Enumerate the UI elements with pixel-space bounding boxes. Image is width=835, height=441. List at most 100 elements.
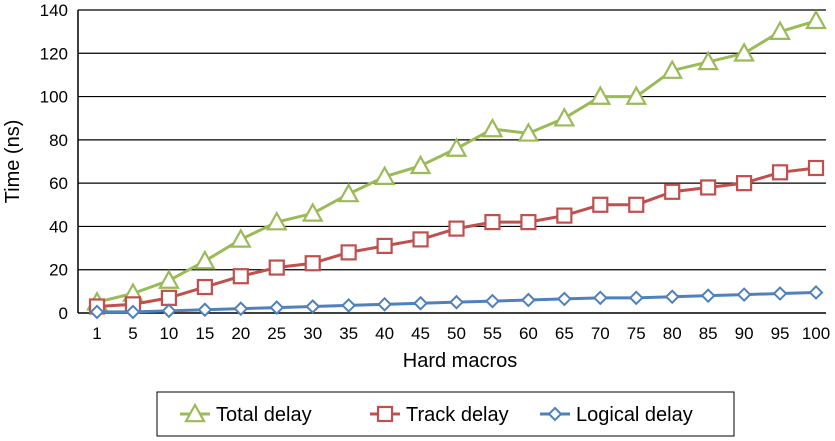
data-point-logical-delay <box>161 303 177 319</box>
x-tick-label: 65 <box>555 324 574 343</box>
data-point-logical-delay <box>808 285 824 300</box>
legend-box <box>156 391 735 437</box>
y-tick-label: 60 <box>49 174 68 193</box>
x-tick-label: 70 <box>591 324 610 343</box>
data-point-track-delay <box>304 255 321 272</box>
data-point-track-delay <box>556 207 573 224</box>
legend-marker <box>184 402 206 423</box>
legend-marker <box>547 406 563 422</box>
y-tick-label: 20 <box>49 261 68 280</box>
x-tick-label: 50 <box>447 324 466 343</box>
data-point-track-delay <box>376 237 393 255</box>
y-tick-label: 140 <box>40 1 68 20</box>
x-tick-label: 75 <box>627 324 646 343</box>
x-tick-label: 45 <box>411 324 430 343</box>
data-point-logical-delay <box>736 287 752 303</box>
x-tick-label: 25 <box>267 324 286 343</box>
data-point-logical-delay <box>485 293 500 309</box>
x-axis-title: Hard macros <box>403 350 517 372</box>
legend: Total delay Track delay Logical delay <box>156 391 735 437</box>
legend-label: Logical delay <box>576 404 693 426</box>
data-point-logical-delay <box>125 304 141 320</box>
data-point-track-delay <box>412 231 429 248</box>
data-point-logical-delay <box>305 299 321 314</box>
legend-items: Total delay Track delay Logical delay <box>180 402 693 426</box>
data-point-total-delay <box>769 20 791 40</box>
data-point-total-delay <box>301 202 324 222</box>
x-tick-label: 95 <box>771 324 790 343</box>
data-point-logical-delay <box>520 292 536 308</box>
data-point-track-delay <box>592 196 609 213</box>
data-point-total-delay <box>481 117 504 138</box>
data-point-total-delay <box>158 269 180 289</box>
x-tick-label: 60 <box>519 324 538 343</box>
x-tick-label: 90 <box>735 324 754 343</box>
x-tick-label: 85 <box>699 324 718 343</box>
data-point-total-delay <box>337 182 360 203</box>
x-tick-label: 40 <box>375 324 394 343</box>
data-point-track-delay <box>771 164 789 181</box>
data-point-track-delay <box>268 259 285 276</box>
series-logical-delay <box>89 285 824 320</box>
data-point-total-delay <box>517 122 540 142</box>
x-tick-label: 35 <box>339 324 358 343</box>
legend-item-track-delay: Track delay <box>370 404 509 426</box>
y-tick-label: 120 <box>40 44 68 63</box>
data-point-logical-delay <box>772 286 788 301</box>
data-point-logical-delay <box>628 290 644 306</box>
data-point-total-delay <box>193 249 216 270</box>
y-axis-title: Time (ns) <box>2 120 24 204</box>
y-tick-label: 100 <box>40 88 68 107</box>
data-point-logical-delay <box>664 289 680 305</box>
data-point-logical-delay <box>233 301 249 317</box>
data-point-track-delay <box>232 268 249 285</box>
y-tick-labels: 0 20 40 60 80 100 120 140 <box>40 1 68 323</box>
legend-label: Track delay <box>406 404 509 426</box>
data-point-total-delay <box>589 85 612 105</box>
data-point-total-delay <box>625 85 648 105</box>
data-point-total-delay <box>265 210 288 231</box>
legend-marker <box>376 405 394 423</box>
series-track-delay <box>88 159 825 315</box>
data-point-track-delay <box>448 220 465 237</box>
data-point-track-delay <box>700 179 717 196</box>
data-point-track-delay <box>520 214 537 231</box>
data-point-logical-delay <box>700 288 716 304</box>
x-tick-label: 10 <box>159 324 178 343</box>
data-point-logical-delay <box>449 294 464 310</box>
data-point-track-delay <box>160 289 177 306</box>
data-point-track-delay <box>735 175 753 192</box>
x-tick-label: 30 <box>303 324 322 343</box>
series-layer <box>86 9 827 320</box>
data-point-logical-delay <box>89 304 105 320</box>
y-tick-label: 40 <box>49 217 68 236</box>
y-tick-label: 0 <box>59 304 68 323</box>
data-point-logical-delay <box>269 300 285 316</box>
x-tick-label: 5 <box>128 324 137 343</box>
x-tick-labels: 1 5 10 15 20 25 30 35 40 45 50 55 60 65 70 75 80 85 90 95 10… <box>92 324 830 343</box>
data-point-total-delay <box>805 9 827 30</box>
data-point-logical-delay <box>341 298 357 313</box>
data-point-total-delay <box>553 106 576 127</box>
data-point-track-delay <box>484 214 501 231</box>
x-tick-label: 55 <box>483 324 502 343</box>
series-total-delay <box>86 9 827 311</box>
data-point-total-delay <box>409 154 432 175</box>
legend-item-logical-delay: Logical delay <box>540 404 693 426</box>
data-point-total-delay <box>229 228 252 248</box>
data-point-track-delay <box>628 196 645 213</box>
data-point-track-delay <box>340 244 357 261</box>
x-tick-label: 80 <box>663 324 682 343</box>
data-point-logical-delay <box>197 302 213 318</box>
data-point-logical-delay <box>377 296 393 312</box>
data-point-logical-delay <box>413 295 428 311</box>
x-tick-label: 15 <box>195 324 214 343</box>
x-tick-label: 100 <box>802 324 830 343</box>
data-point-logical-delay <box>592 290 608 306</box>
data-point-track-delay <box>664 183 681 200</box>
data-point-total-delay <box>373 165 396 185</box>
y-tick-label: 80 <box>49 131 68 150</box>
data-point-total-delay <box>733 42 755 62</box>
